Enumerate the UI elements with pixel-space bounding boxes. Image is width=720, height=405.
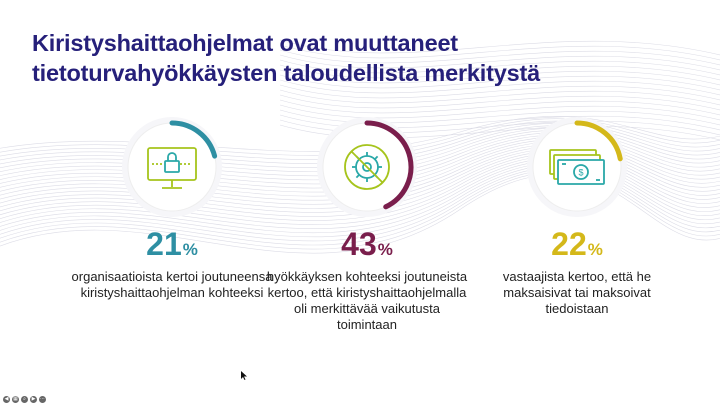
prev-icon[interactable]: ◀: [3, 395, 10, 403]
wave-line: [0, 169, 720, 246]
wave-line: [279, 74, 720, 91]
stat-block-3: $ 22% vastaajista kertoo, että he maksai…: [472, 112, 682, 317]
svg-text:$: $: [578, 168, 583, 178]
wave-line: [279, 44, 720, 61]
wave-line: [279, 109, 720, 126]
stat-description-1: organisaatioista kertoi joutuneensa kiri…: [71, 269, 273, 300]
progress-ring-1: [122, 117, 222, 217]
progress-ring-2: [317, 117, 417, 217]
wave-line: [279, 104, 720, 121]
stat-block-1: 21% organisaatioista kertoi joutuneensa …: [67, 112, 277, 301]
wave-line: [0, 116, 720, 152]
wave-line: [0, 153, 720, 217]
percent-sign: %: [377, 240, 393, 259]
zoom-icon[interactable]: ⌕: [21, 395, 28, 403]
stat-value-1: 21%: [67, 228, 277, 266]
progress-arc: [574, 120, 623, 162]
slide-title-line-1: Kiristyshaittaohjelmat ovat muuttaneet: [32, 30, 458, 56]
wave-line: [0, 151, 720, 213]
stat-ring-3: $: [522, 112, 632, 222]
wave-line: [279, 89, 720, 106]
stat-ring-2: [312, 112, 422, 222]
presentation-controls: ◀ ▦ ⌕ ▶ ⋯: [3, 395, 46, 403]
stat-description-2: hyökkäyksen kohteeksi joutuneista kertoo…: [266, 269, 468, 332]
wave-line: [279, 49, 720, 66]
wave-line: [0, 162, 720, 234]
wave-line: [279, 54, 720, 71]
stat-ring-1: [117, 112, 227, 222]
progress-ring-3: $: [527, 117, 627, 217]
locked-computer-icon: [147, 147, 197, 189]
wave-line: [279, 114, 720, 131]
disabled-gear-icon: [344, 144, 390, 190]
wave-line: [279, 59, 720, 76]
stat-number: 43: [341, 226, 377, 262]
wave-line: [0, 160, 720, 229]
progress-arc: [169, 120, 218, 159]
wave-line: [279, 39, 720, 56]
slide-title-line-2: tietoturvahyökkäysten taloudellista merk…: [32, 60, 540, 86]
wave-line: [0, 172, 720, 250]
percent-sign: %: [182, 240, 198, 259]
menu-icon[interactable]: ⋯: [39, 395, 46, 403]
wave-line: [279, 69, 720, 86]
slides-icon[interactable]: ▦: [12, 395, 19, 403]
stat-number: 22: [551, 226, 587, 262]
progress-arc: [364, 120, 414, 210]
wave-line: [0, 158, 720, 225]
wave-line: [0, 155, 720, 221]
stat-value-2: 43%: [262, 228, 472, 266]
wave-line: [279, 94, 720, 111]
wave-line: [0, 174, 720, 254]
stat-number: 21: [146, 226, 182, 262]
wave-line: [279, 64, 720, 81]
stat-description-3: vastaajista kertoo, että he maksaisivat …: [502, 269, 652, 316]
stat-block-2: 43% hyökkäyksen kohteeksi joutuneista ke…: [262, 112, 472, 333]
wave-line: [279, 84, 720, 101]
wave-line: [279, 79, 720, 96]
wave-line: [279, 99, 720, 116]
wave-line: [0, 165, 720, 238]
slide-title: Kiristyshaittaohjelmat ovat muuttaneet t…: [32, 28, 672, 88]
money-bills-icon: $: [549, 149, 605, 185]
percent-sign: %: [587, 240, 603, 259]
mouse-cursor-icon: [241, 371, 247, 380]
stat-value-3: 22%: [472, 228, 682, 266]
next-icon[interactable]: ▶: [30, 395, 37, 403]
wave-line: [0, 167, 720, 242]
